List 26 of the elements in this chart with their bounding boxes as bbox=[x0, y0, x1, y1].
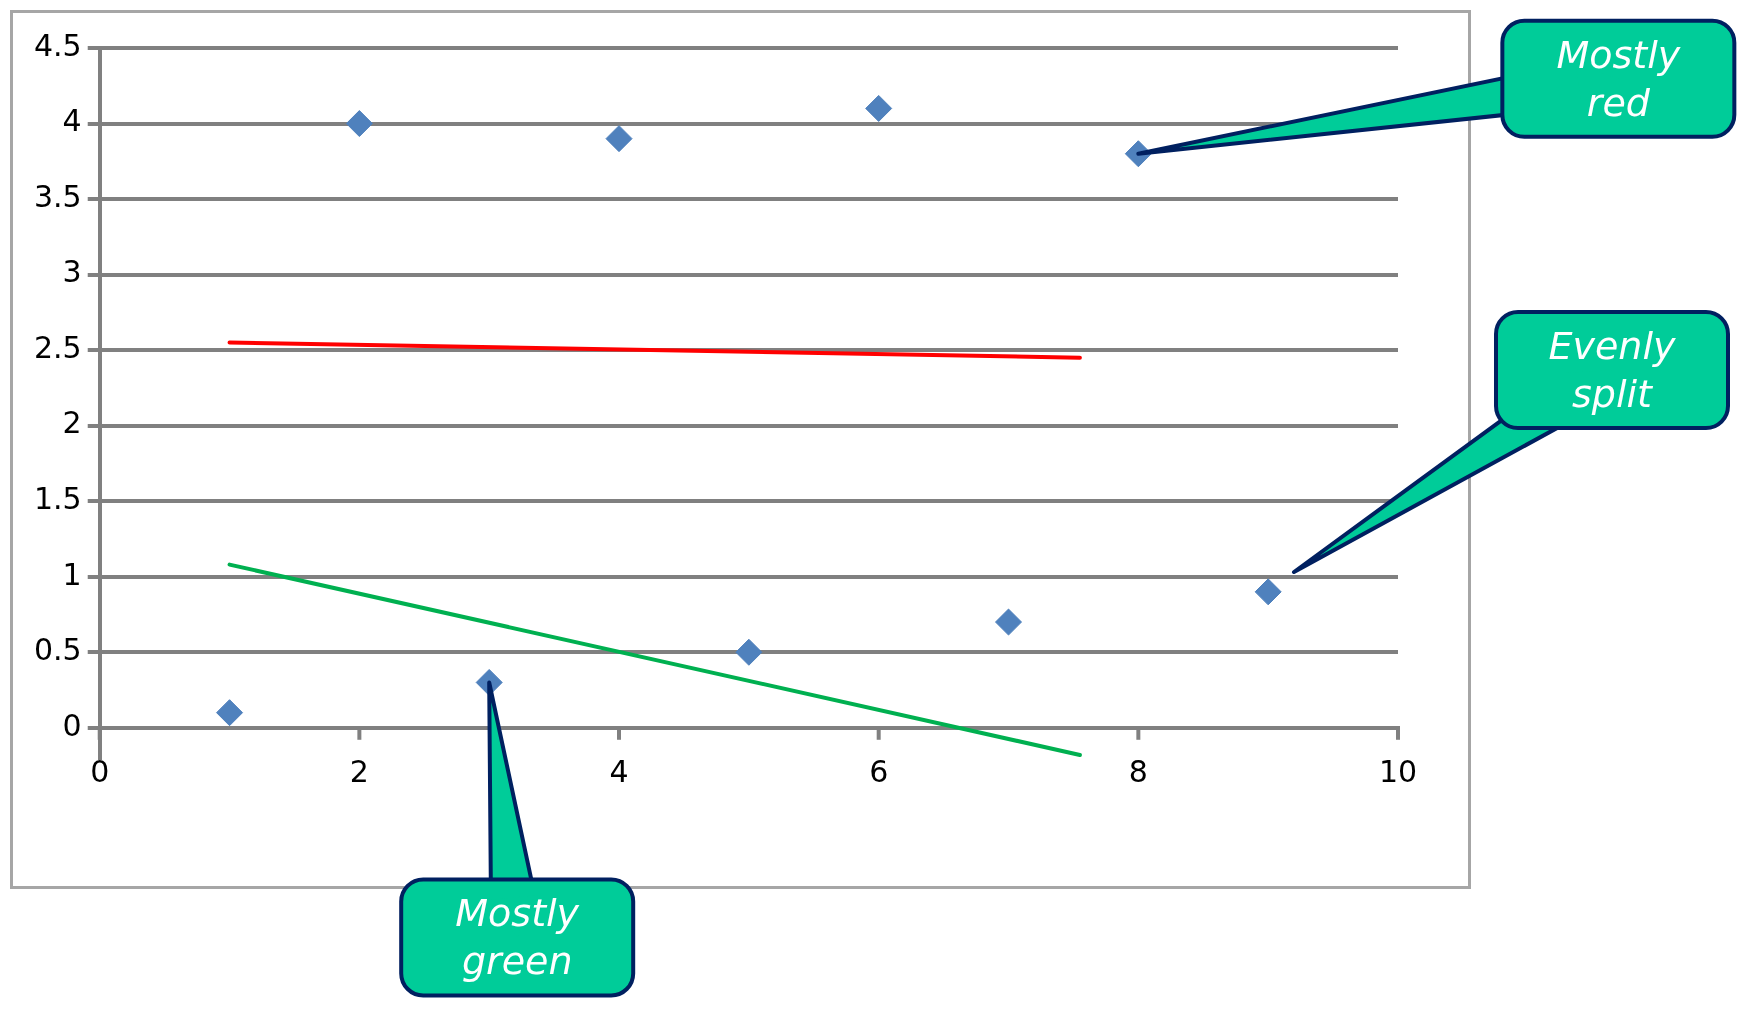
y-tick-label: 3.5 bbox=[33, 178, 82, 214]
y-tick-label: 0.5 bbox=[33, 632, 82, 668]
y-tick-label: 3 bbox=[62, 254, 82, 290]
point bbox=[1254, 578, 1282, 606]
y-tick-label: 0 bbox=[62, 707, 82, 743]
point bbox=[735, 638, 763, 666]
point bbox=[345, 110, 373, 138]
x-tick-label: 6 bbox=[869, 753, 889, 789]
y-tick-label: 1 bbox=[62, 556, 82, 592]
text: Evenly split bbox=[1548, 324, 1677, 416]
y-tick-label: 4 bbox=[62, 103, 82, 139]
point bbox=[865, 94, 893, 122]
point bbox=[605, 125, 633, 153]
point bbox=[995, 608, 1023, 636]
y-tick-label: 2.5 bbox=[33, 329, 82, 365]
x-tick-label: 2 bbox=[349, 753, 369, 789]
y-tick-label: 2 bbox=[62, 405, 82, 441]
y-tick-label: 4.5 bbox=[33, 27, 82, 63]
y-tick-label: 1.5 bbox=[33, 480, 82, 516]
annotation: Mostly red bbox=[1556, 32, 1681, 125]
x-tick-label: 10 bbox=[1378, 753, 1418, 789]
point bbox=[216, 699, 244, 727]
annotation: Mostly green bbox=[455, 891, 580, 984]
x-tick-label: 4 bbox=[609, 753, 629, 789]
x-tick-label: 8 bbox=[1128, 753, 1148, 789]
x-tick-label: 0 bbox=[90, 753, 110, 789]
